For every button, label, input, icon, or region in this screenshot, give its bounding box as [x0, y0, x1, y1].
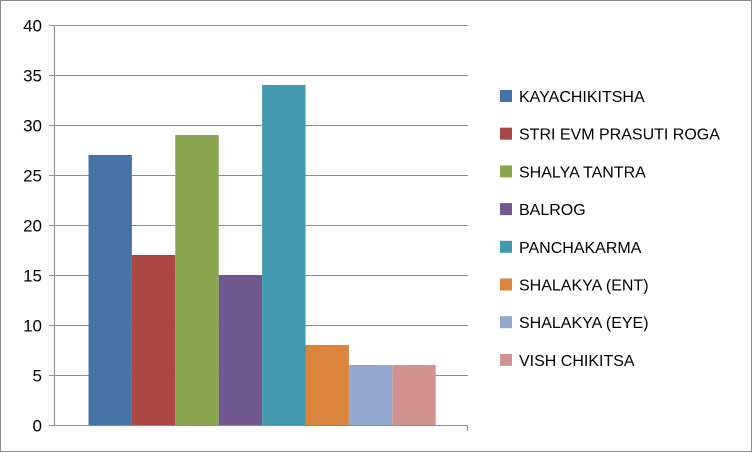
- y-tick-label: 30: [23, 117, 42, 136]
- legend-swatch: [500, 240, 512, 253]
- y-tick-label: 35: [23, 67, 42, 86]
- bars: [88, 85, 436, 425]
- legend-label: SHALAKYA (EYE): [519, 315, 649, 332]
- legend-label: SHALAKYA (ENT): [519, 278, 649, 295]
- legend: KAYACHIKITSHA STRI EVM PRASUTI ROGA SHALYA…: [500, 89, 720, 370]
- legend-swatch: [500, 278, 512, 291]
- legend-swatch: [500, 316, 512, 329]
- y-tick-label: 20: [23, 217, 42, 236]
- legend-swatch: [500, 90, 512, 102]
- legend-swatch: [500, 165, 512, 178]
- legend-swatch: [500, 203, 512, 216]
- legend-swatch: [500, 353, 512, 366]
- bar-panchakarma: [262, 85, 306, 425]
- y-tick-label: 10: [23, 317, 42, 336]
- bar-balrog: [218, 275, 263, 425]
- bar-shalakya-eye: [348, 365, 393, 425]
- bar-vish-chikitsa: [392, 365, 436, 425]
- axes: [49, 25, 468, 431]
- legend-label: VISH CHIKITSA: [519, 353, 635, 370]
- y-tick-labels: 0 5 10 15 20 25 30 35 40: [23, 17, 42, 436]
- legend-label: PANCHAKARMA: [519, 240, 642, 257]
- legend-swatch: [500, 127, 512, 140]
- bar-shalakya-ent: [305, 345, 349, 425]
- bar-kayachikitsha: [88, 155, 132, 425]
- y-tick-label: 25: [23, 167, 42, 186]
- bar-shalya-tantra: [175, 135, 219, 425]
- y-tick-label: 0: [33, 417, 42, 436]
- bar-stri-evm-prasuti-roga: [131, 255, 176, 425]
- y-tick-label: 15: [23, 267, 42, 286]
- y-tick-label: 5: [33, 367, 42, 386]
- legend-label: BALROG: [519, 202, 586, 219]
- legend-label: KAYACHIKITSHA: [519, 89, 645, 106]
- legend-label: STRI EVM PRASUTI ROGA: [519, 127, 720, 144]
- legend-label: SHALYA TANTRA: [519, 164, 646, 181]
- y-tick-label: 40: [23, 17, 42, 36]
